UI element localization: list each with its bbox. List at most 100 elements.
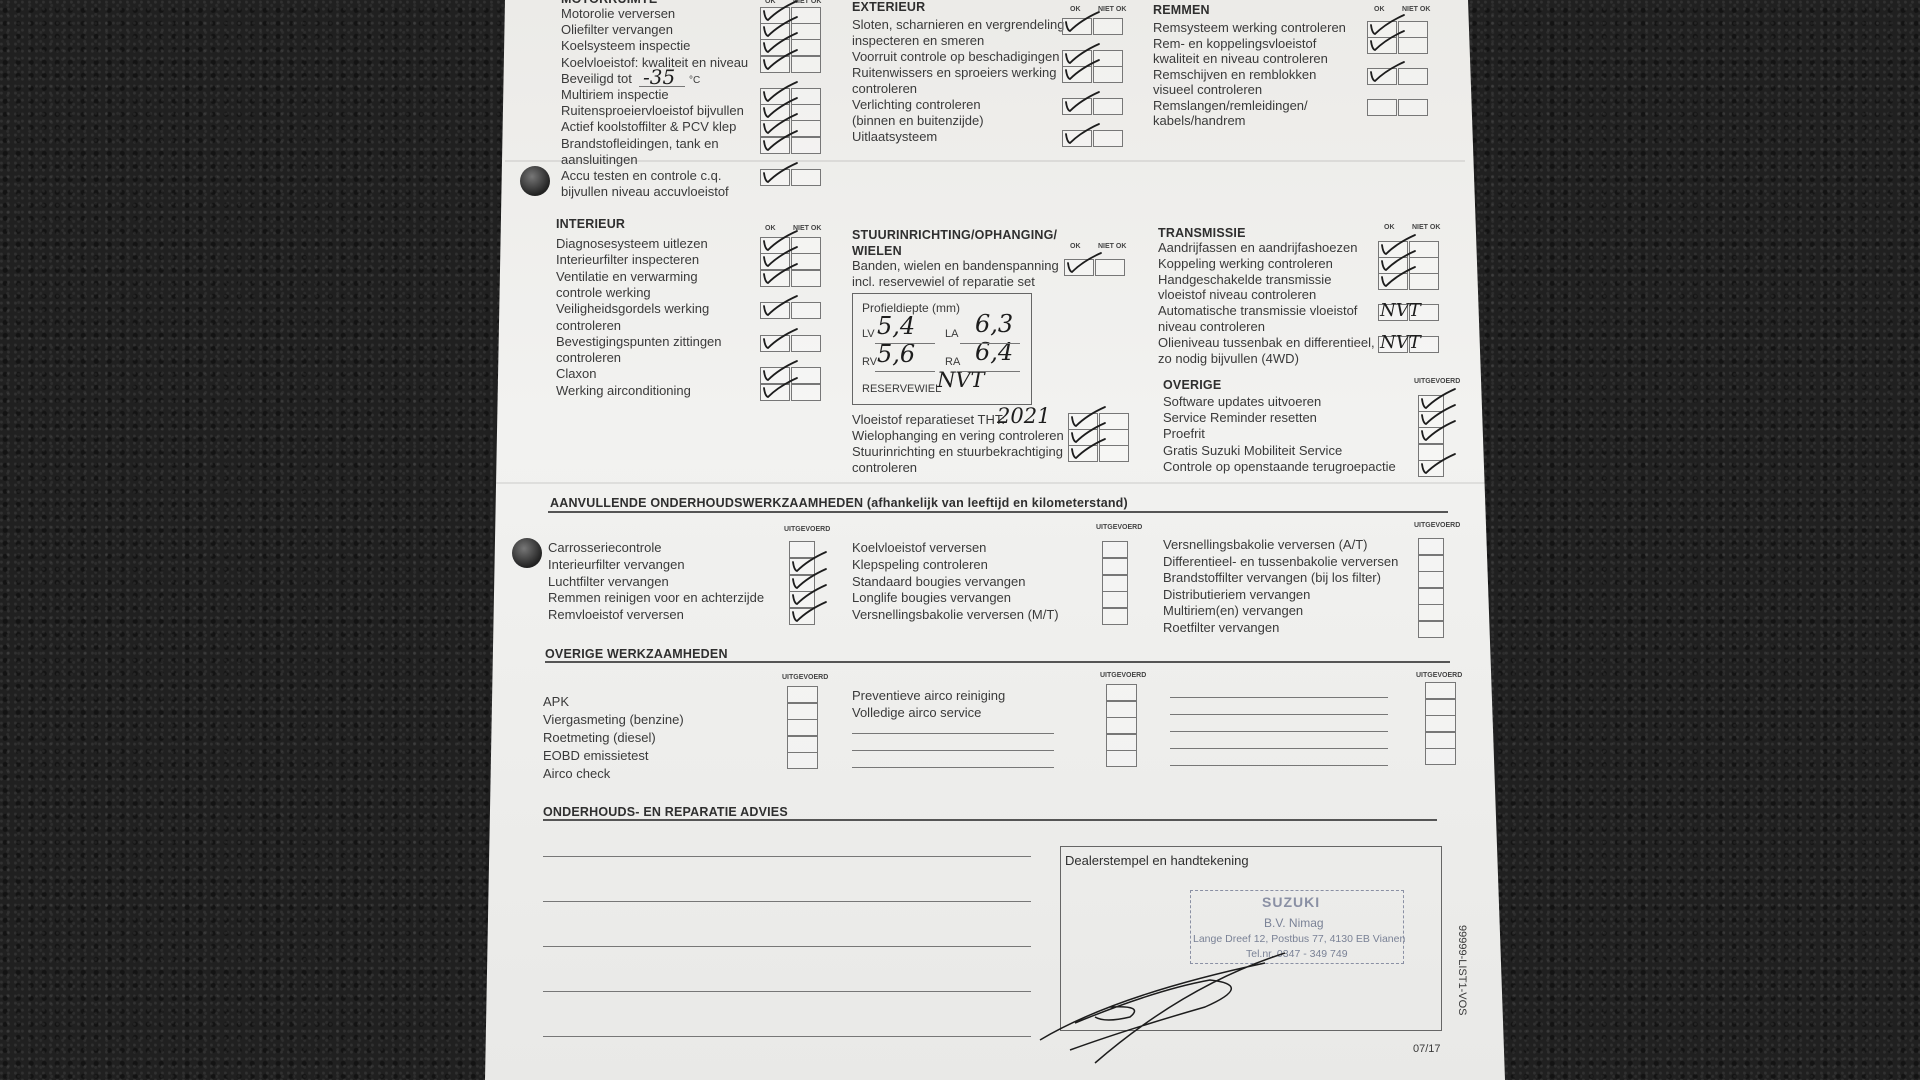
item-label: Ruitenwissers en sproeiers werking [852,65,1057,80]
checkbox-niet-ok [791,169,821,186]
item-label: Volledige airco service [852,705,982,720]
item-label: Service Reminder resetten [1163,410,1317,426]
item-label: Remschijven en remblokken [1153,66,1317,82]
item-label: Standaard bougies vervangen [852,573,1026,589]
checkbox-uitgevoerd [787,686,818,703]
item-label: Diagnosesysteem uitlezen [556,236,708,251]
item-label-continued: controle werking [556,284,651,300]
item-label: Versnellingsbakolie verversen (A/T) [1163,537,1368,552]
item-label: Remsysteem werking controleren [1153,20,1346,35]
item-label: Ventilatie en verwarming [556,268,698,284]
profile-title: Profieldiepte (mm) [862,301,961,315]
blank-line [1170,714,1388,716]
blank-line [1170,731,1388,733]
heading-rule [545,661,1450,663]
uitgevoerd-column-label: UITGEVOERD [1414,522,1461,529]
item-label: Beveiligd tot [561,70,632,86]
item-label: Koelvloeistof verversen [852,540,987,555]
item-label: Olieniveau tussenbak en differentieel, [1158,334,1375,350]
item-label: Vloeistof reparatieset THT: [852,412,1005,427]
item-label: Gratis Suzuki Mobiliteit Service [1163,442,1343,458]
dealer-label: Dealerstempel en handtekening [1065,853,1249,868]
section-heading-motorruimte: MOTORRUIMTE [561,0,657,6]
section-heading-exterieur: EXTERIEUR [852,0,926,14]
reservewiel-label: RESERVEWIEL [862,383,942,395]
checkbox-niet-ok [1398,36,1428,54]
ok-column-label: OK [1070,6,1081,13]
handwritten-check-mark-icon [792,550,827,572]
item-label-continued: kabels/handrem [1153,113,1246,128]
section-heading-interieur: INTERIEUR [556,217,626,231]
checkbox-uitgevoerd [1106,684,1137,701]
niet-ok-column-label: NIET OK [1098,6,1127,13]
blank-line [852,767,1054,769]
checkbox-niet-ok [1093,18,1123,35]
handwritten-check-mark-icon [1421,404,1456,426]
rv-value: 5,6 [877,340,916,368]
advice-line [543,1036,1031,1038]
checkbox-niet-ok [1398,98,1428,116]
fill-line [639,85,685,88]
checkbox-uitgevoerd [1425,698,1456,716]
handwritten-check-mark-icon [763,230,798,252]
ra-label: RA [945,356,961,368]
item-label: Verlichting controleren [852,97,981,112]
checkbox-niet-ok [791,383,821,401]
item-label-continued: inspecteren en smeren [852,33,985,48]
checkbox-niet-ok [1409,335,1439,353]
section-heading-advies: ONDERHOUDS- EN REPARATIE ADVIES [543,805,788,819]
item-label-continued: zo nodig bijvullen (4WD) [1158,350,1299,366]
section-heading-overige-werk: OVERIGE WERKZAAMHEDEN [545,647,728,661]
checkbox-uitgevoerd [1102,574,1128,592]
handwritten-check-mark-icon [763,376,798,398]
handwritten-check-mark-icon [1421,452,1456,474]
line-la [960,343,1020,345]
checkbox-ok [1378,304,1408,322]
checkbox-uitgevoerd [1418,604,1444,622]
item-label: Uitlaatsysteem [852,129,938,144]
item-label: Remvloeistof verversen [548,607,684,623]
handwritten-check-mark-icon [1370,14,1405,36]
handwritten-check-mark-icon [1071,406,1106,428]
section-heading-stuur-2: WIELEN [852,244,902,258]
handwritten-check-mark-icon [763,0,798,22]
item-label: EOBD emissietest [543,748,649,763]
handwritten-check-mark-icon [1065,91,1100,113]
item-label: APK [543,694,570,709]
blank-line [1170,697,1388,699]
handwritten-check-mark-icon [1071,422,1106,444]
item-label: Claxon [556,366,597,382]
item-label: Rem- en koppelingsvloeistof [1153,35,1317,51]
lv-value: 5,4 [877,312,916,340]
ok-column-label: OK [765,225,776,232]
handwritten-check-mark-icon [763,129,798,151]
dealer-stamp-box [1060,846,1442,1031]
item-label: Controle op openstaande terugroepactie [1163,458,1396,474]
ok-column-label: OK [1374,6,1385,13]
item-label: Wielophanging en vering controleren [852,428,1064,443]
checkbox-uitgevoerd [787,702,818,720]
handwritten-nvt: NVT [1380,331,1421,353]
item-label: Differentieel- en tussenbakolie ververse… [1163,553,1399,569]
item-label: Distributieriem vervangen [1163,586,1311,602]
item-label: Stuurinrichting en stuurbekrachtiging [852,444,1064,459]
niet-ok-column-label: NIET OK [793,225,822,232]
heading-rule [543,819,1437,821]
item-label: Werking airconditioning [556,382,691,398]
checkbox-niet-ok [1093,98,1123,115]
blank-line [852,750,1054,752]
item-label: Koelsysteem inspectie [561,38,691,54]
checkbox-uitgevoerd [1425,715,1456,732]
handwritten-check-mark-icon [1370,29,1405,51]
checkbox-niet-ok [791,334,821,352]
la-label: LA [945,328,959,340]
section-heading-remmen: REMMEN [1153,3,1210,17]
form-date: 07/17 [1413,1043,1441,1055]
checkbox-niet-ok [1099,445,1129,462]
uitgevoerd-column-label: UITGEVOERD [1096,524,1143,531]
checkbox-uitgevoerd [1102,608,1128,626]
item-label: Motorolie verversen [561,6,676,21]
ok-column-label: OK [765,0,776,5]
heading-rule [548,511,1448,513]
item-label: Klepspeling controleren [852,556,988,572]
